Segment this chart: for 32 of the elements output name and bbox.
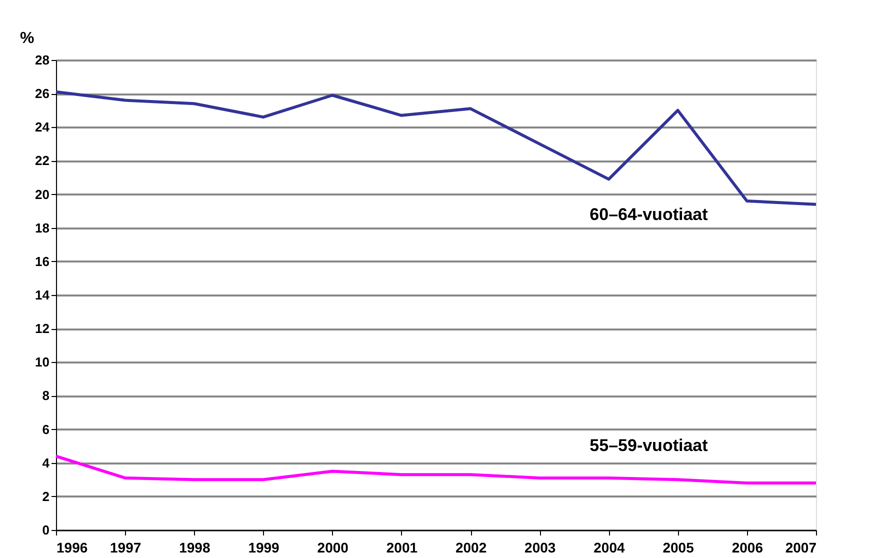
series-label: 60–64-vuotiaat [590,205,708,224]
y-tick-label: 8 [42,388,50,404]
x-tick-label: 2004 [594,540,626,556]
y-tick-label: 20 [35,186,50,202]
y-tick-label: 10 [35,354,50,370]
x-tick-label: 1999 [248,540,280,556]
y-tick-label: 14 [35,288,50,302]
y-tick-label: 28 [35,52,50,68]
x-tick-label: 2007 [785,540,817,556]
x-tick-label: 2003 [524,540,556,556]
y-tick-label: 24 [35,120,50,135]
series-label: 55–59-vuotiaat [590,436,708,455]
x-tick-label: 2000 [317,540,349,556]
y-tick-label: 26 [35,86,50,102]
x-tick-label: 1996 [56,540,88,556]
x-tick-label: 1997 [110,540,142,556]
y-tick-label: 12 [35,321,50,336]
x-tick-label: 2001 [386,540,418,556]
y-tick-label: 4 [42,455,50,470]
x-tick-label: 2005 [662,540,694,556]
line-series [54,90,818,206]
y-axis-title: % [20,30,34,47]
y-tick-label: 0 [42,522,50,538]
x-tick-label: 2006 [732,540,764,556]
y-tick-label: 16 [35,254,50,269]
y-tick-label: 6 [42,422,50,437]
y-tick-label: 18 [35,220,50,236]
x-tick-label: 1998 [179,540,210,556]
x-tick-label: 2002 [455,540,487,556]
y-tick-label: 2 [42,488,50,504]
y-tick-label: 22 [35,153,50,168]
line-series [54,454,818,484]
